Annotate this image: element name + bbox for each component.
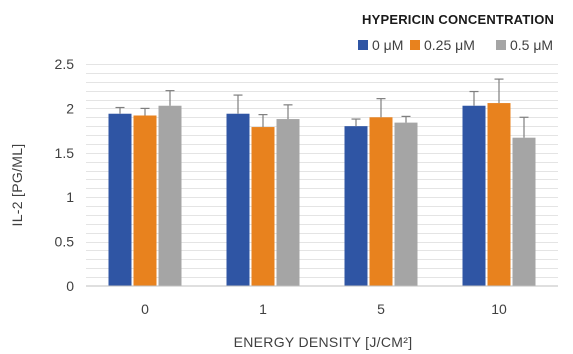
bar — [344, 126, 368, 286]
bar — [394, 122, 418, 286]
bar — [226, 113, 250, 286]
bar — [251, 127, 275, 286]
legend-swatch — [496, 40, 506, 50]
legend-label: 0.5 μM — [510, 37, 553, 53]
bar — [369, 117, 393, 286]
x-tick-label: 0 — [141, 301, 149, 317]
x-axis-label: ENERGY DENSITY [J/CM²] — [234, 334, 413, 350]
gridlines — [86, 64, 558, 278]
x-tick-label: 1 — [259, 301, 267, 317]
y-axis-ticks: 0 0.5 1 1.5 2 2.5 — [55, 56, 75, 294]
bar — [487, 103, 511, 287]
legend-swatch — [410, 40, 420, 50]
bar — [158, 105, 182, 287]
bars — [108, 103, 536, 287]
x-tick-label: 10 — [491, 301, 507, 317]
legend-label: 0.25 μM — [424, 37, 475, 53]
y-tick-label: 2.5 — [55, 56, 75, 72]
y-tick-label: 0.5 — [55, 234, 75, 250]
bar — [133, 115, 157, 286]
bar — [462, 105, 486, 287]
bar — [276, 119, 300, 286]
y-tick-label: 1.5 — [55, 145, 75, 161]
x-tick-label: 5 — [377, 301, 385, 317]
legend-title: HYPERICIN CONCENTRATION — [362, 12, 554, 27]
legend-swatch — [358, 40, 368, 50]
legend: 0 μM 0.25 μM 0.5 μM — [358, 37, 553, 53]
bar — [512, 137, 536, 286]
bar — [108, 113, 132, 286]
x-axis-ticks: 0 1 5 10 — [141, 301, 507, 317]
legend-label: 0 μM — [372, 37, 403, 53]
error-bars — [115, 78, 529, 138]
y-tick-label: 1 — [66, 189, 74, 205]
y-tick-label: 0 — [66, 278, 74, 294]
y-axis-label: IL-2 [PG/ML] — [9, 144, 25, 227]
y-tick-label: 2 — [66, 100, 74, 116]
